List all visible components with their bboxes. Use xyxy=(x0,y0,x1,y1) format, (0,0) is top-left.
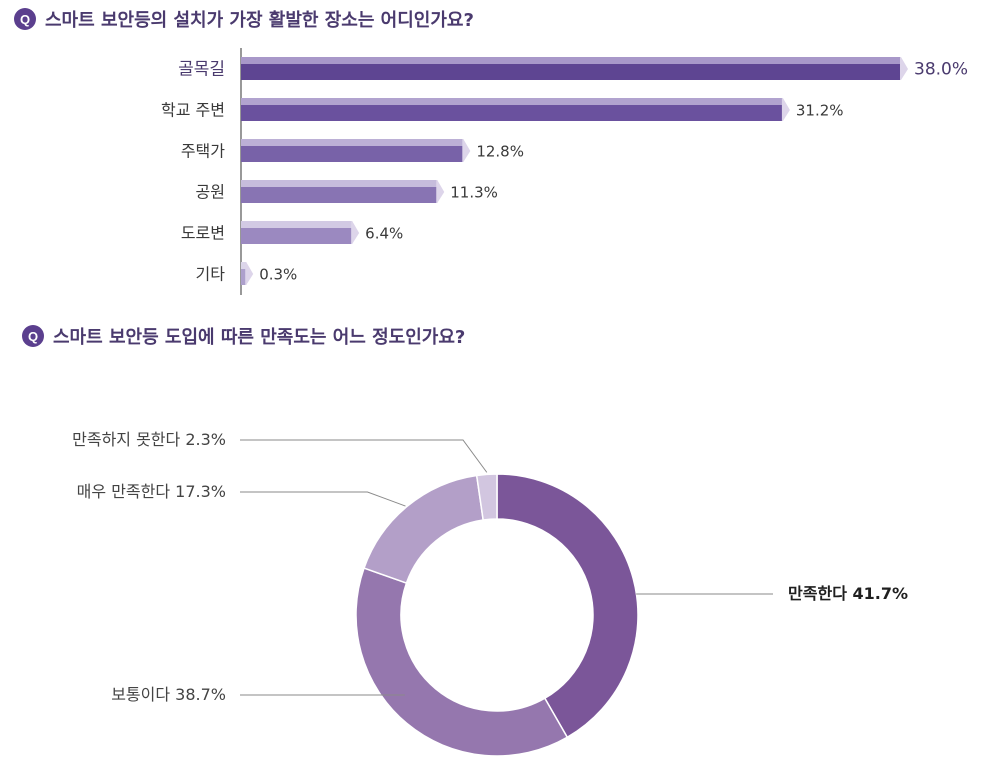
donut-slice xyxy=(496,473,639,739)
bar-end-cap xyxy=(781,98,790,121)
value-label: 31.2% xyxy=(796,102,844,120)
question-1-text: 스마트 보안등의 설치가 가장 활발한 장소는 어디인가요? xyxy=(45,10,474,31)
bar-end-cap xyxy=(436,180,445,203)
question-1-title: Q 스마트 보안등의 설치가 가장 활발한 장소는 어디인가요? xyxy=(14,6,474,32)
value-label: 0.3% xyxy=(259,266,297,284)
bar xyxy=(241,228,353,244)
value-label: 11.3% xyxy=(450,184,498,202)
bar-highlight xyxy=(241,98,783,105)
q-badge-icon: Q xyxy=(22,325,44,347)
installation-location-bar-chart: 골목길 38.0% 학교 주변 31.2% 주택가 12.8% 공원 11.3% 도로변 6.4%… xyxy=(161,48,968,295)
donut-label: 보통이다 38.7% xyxy=(111,685,226,704)
question-2-text: 스마트 보안등 도입에 따른 만족도는 어느 정도인가요? xyxy=(53,327,466,348)
q-badge-icon: Q xyxy=(14,8,36,30)
bar-highlight xyxy=(241,262,247,269)
bar-highlight xyxy=(241,180,438,187)
bar xyxy=(241,105,783,121)
donut-slice xyxy=(363,474,485,585)
category-label: 골목길 xyxy=(178,60,225,80)
category-label: 학교 주변 xyxy=(161,101,225,120)
bar xyxy=(241,187,438,203)
bar-end-cap xyxy=(462,139,471,162)
bar-end-cap xyxy=(351,221,360,244)
bar-highlight xyxy=(241,139,464,146)
donut-label: 만족한다 41.7% xyxy=(788,584,908,603)
bar xyxy=(241,146,464,162)
value-label: 12.8% xyxy=(476,143,524,161)
category-label: 주택가 xyxy=(181,142,225,161)
category-label: 공원 xyxy=(196,183,225,202)
category-label: 기타 xyxy=(196,265,226,284)
bar-highlight xyxy=(241,221,353,228)
donut-label: 만족하지 못한다 2.3% xyxy=(72,430,226,449)
bar-highlight xyxy=(241,57,901,64)
bar-end-cap xyxy=(900,57,908,80)
bar-end-cap xyxy=(245,262,254,285)
bar xyxy=(241,64,901,80)
donut-label: 매우 만족한다 17.3% xyxy=(77,482,226,501)
value-label: 38.0% xyxy=(914,60,968,80)
value-label: 6.4% xyxy=(365,225,403,243)
leader-line xyxy=(240,491,406,507)
donut-slice xyxy=(355,567,569,757)
bar xyxy=(241,269,247,285)
category-label: 도로변 xyxy=(181,224,225,243)
donut-slice xyxy=(475,473,498,521)
leader-line xyxy=(240,439,488,473)
question-2-title: Q 스마트 보안등 도입에 따른 만족도는 어느 정도인가요? xyxy=(22,323,465,349)
